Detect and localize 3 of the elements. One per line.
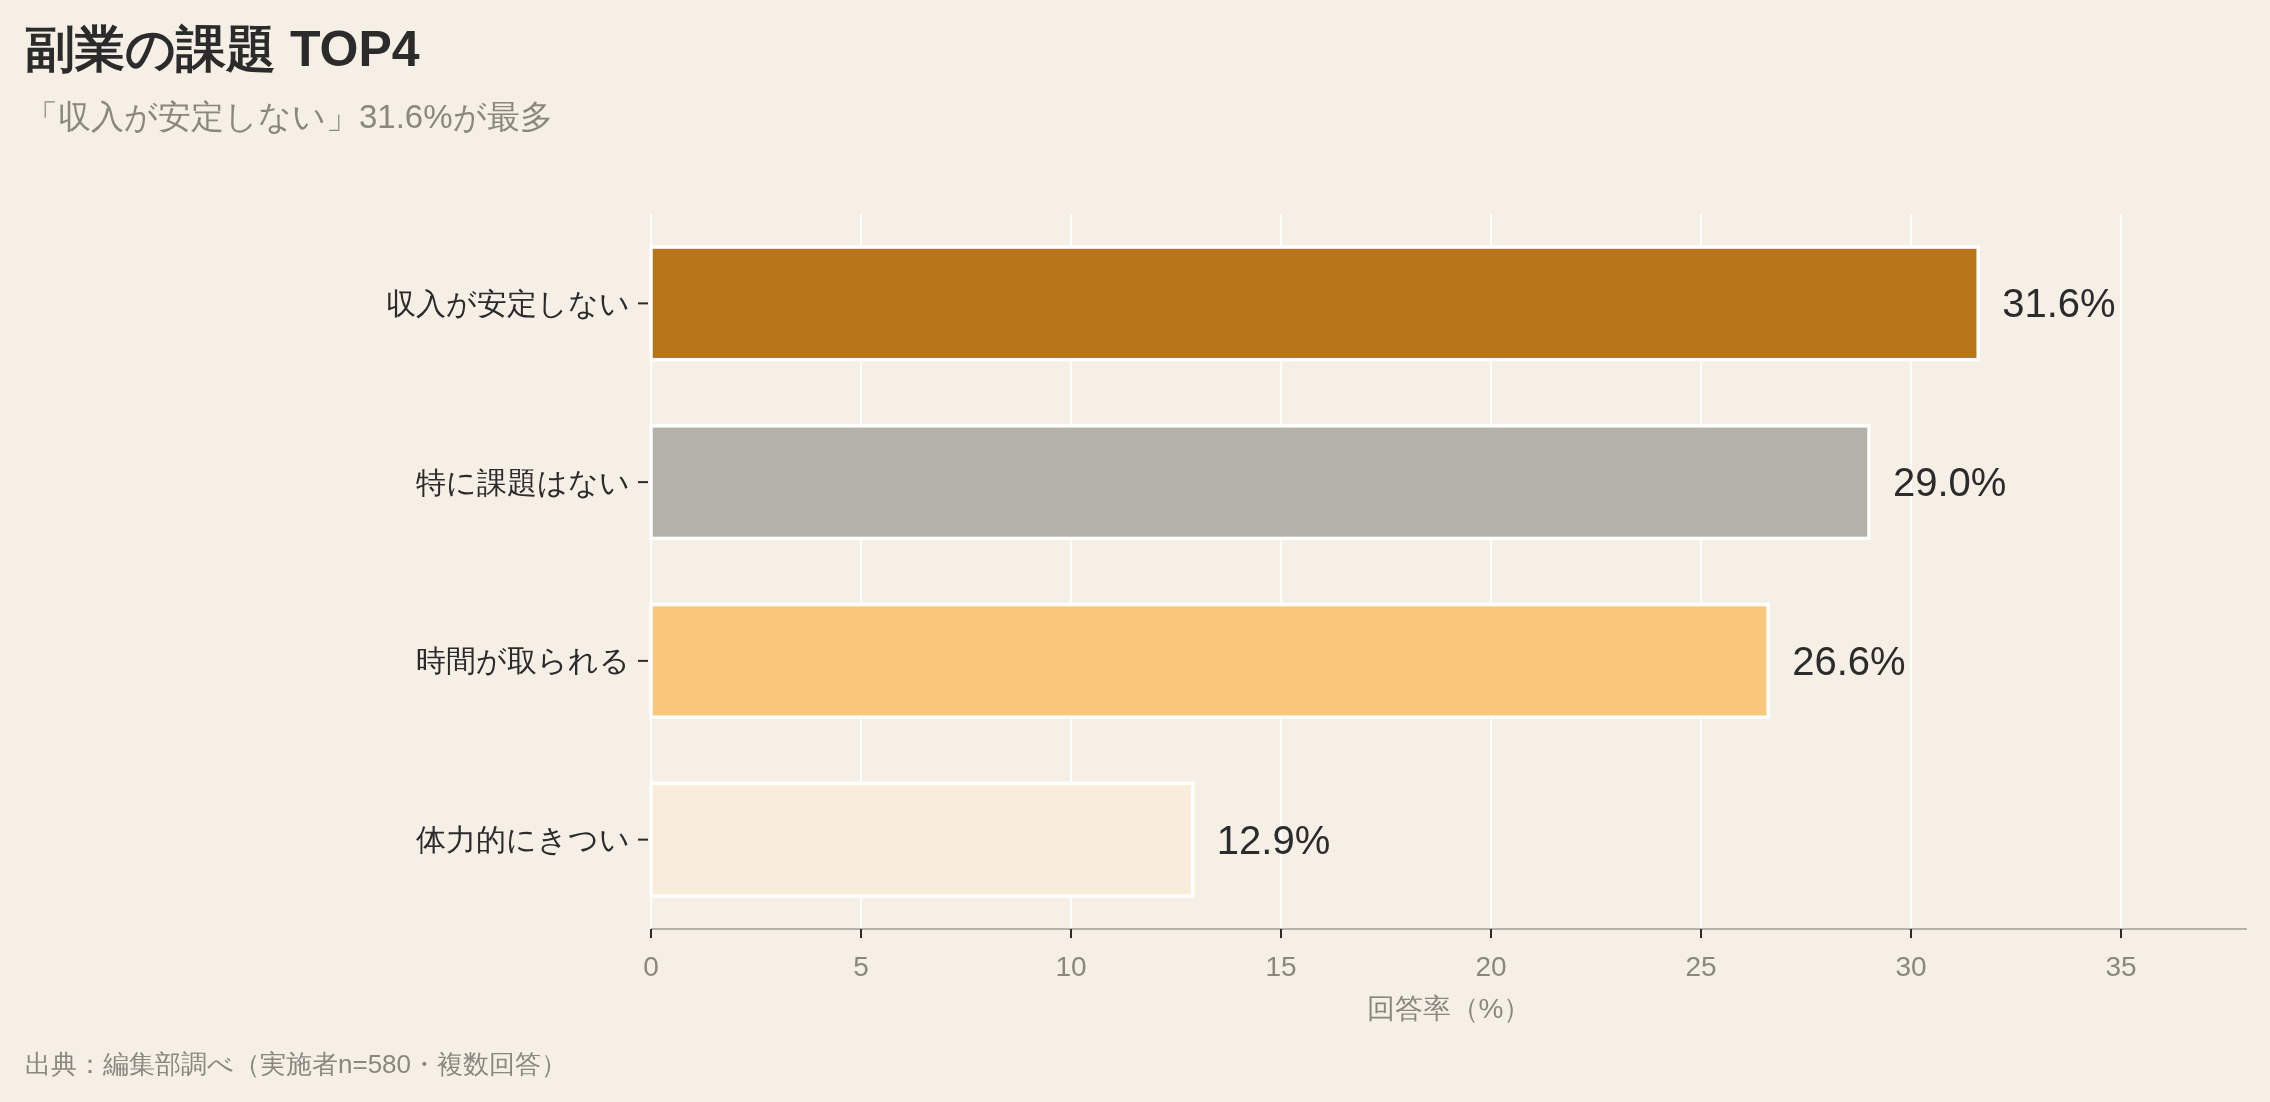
annotation: 出典：編集部調べ（実施者n=580・複数回答）: [25, 1049, 568, 1079]
title: 副業の課題 TOP4: [25, 21, 420, 77]
subtitle: 「収入が安定しない」31.6%が最多: [25, 98, 553, 135]
